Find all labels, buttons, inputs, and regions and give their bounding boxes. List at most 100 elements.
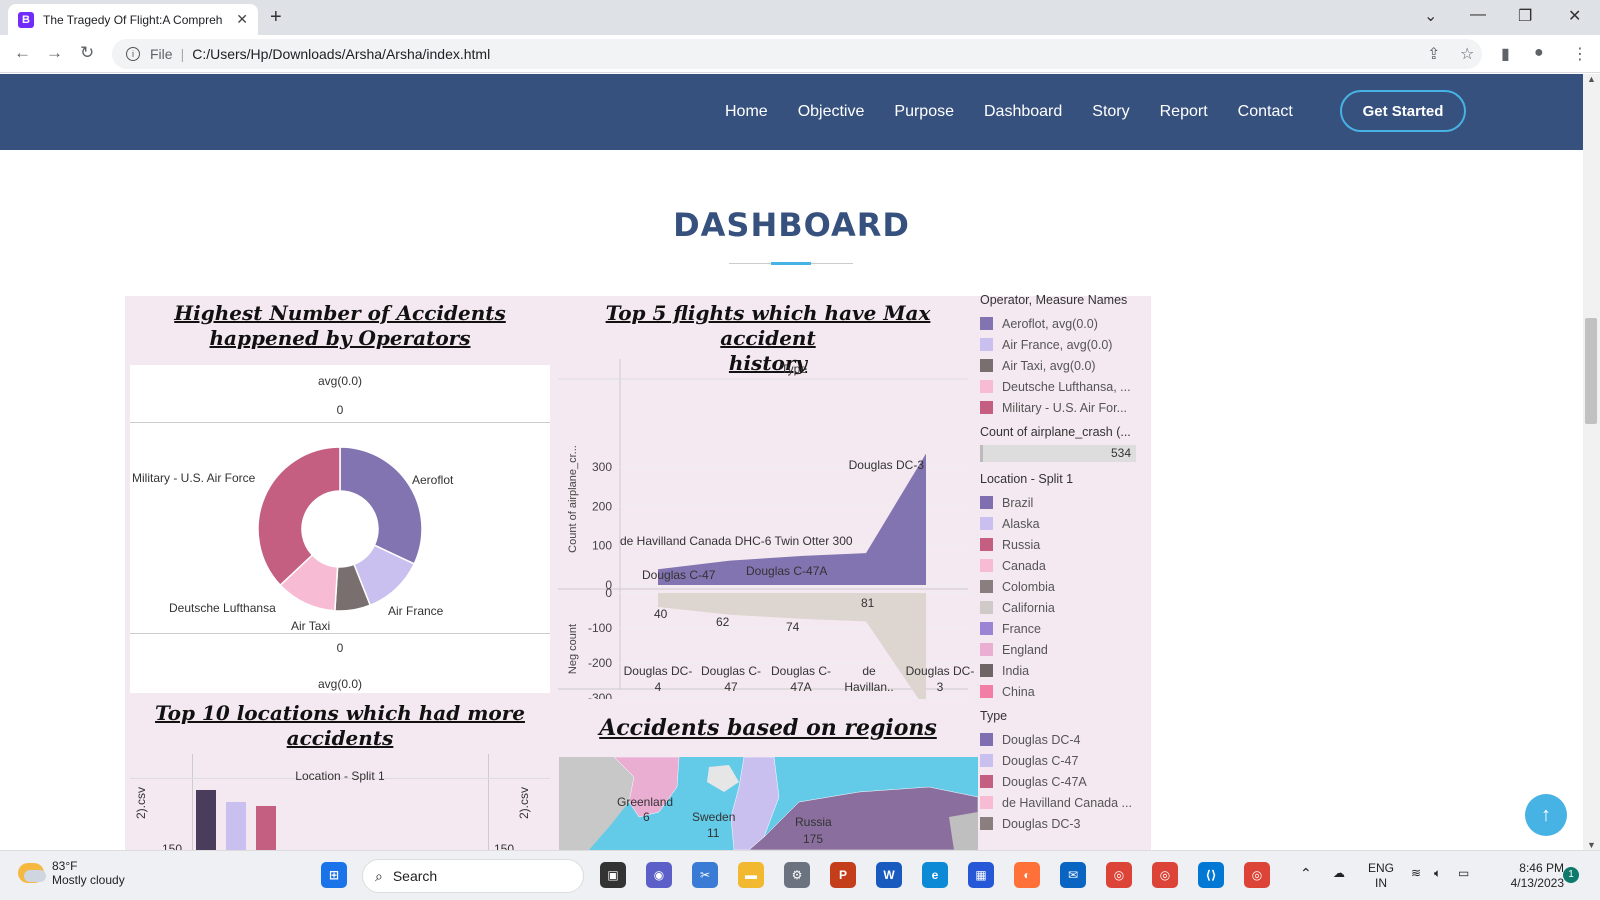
location-legend-item[interactable]: Brazil (980, 492, 1150, 513)
tray-overflow-chevron-icon[interactable]: ⌃ (1300, 865, 1312, 881)
nav-purpose[interactable]: Purpose (894, 103, 954, 120)
more-menu-icon[interactable]: ⋮ (1572, 46, 1588, 63)
close-window-icon[interactable]: ✕ (1568, 8, 1582, 25)
wifi-icon[interactable]: ≋ (1411, 866, 1422, 880)
location-legend-item[interactable]: England (980, 639, 1150, 660)
flights-header: Type (781, 362, 807, 376)
operator-legend-item[interactable]: Military - U.S. Air For... (980, 397, 1150, 418)
chrome-profile-icon[interactable]: ◎ (1152, 862, 1178, 888)
vscode-icon[interactable]: ⟨⟩ (1198, 862, 1224, 888)
type-legend-item[interactable]: Douglas DC-3 (980, 813, 1150, 834)
nav-dashboard[interactable]: Dashboard (983, 103, 1063, 120)
taskbar-search[interactable]: ⌕ Search (362, 859, 584, 893)
volume-icon[interactable]: 🔈︎ (1434, 866, 1442, 880)
flights-y-label-lower: Neg count (567, 624, 579, 674)
location-bar[interactable] (196, 790, 216, 850)
language-indicator[interactable]: ENG IN (1368, 861, 1394, 891)
location-legend-label: England (1002, 642, 1048, 657)
snipping-tool-icon[interactable]: ✂ (692, 862, 718, 888)
settings-gear-icon[interactable]: ⚙ (784, 862, 810, 888)
word-icon[interactable]: W (876, 862, 902, 888)
forward-arrow-icon[interactable]: → (46, 43, 63, 62)
location-bar[interactable] (256, 806, 276, 850)
location-bar[interactable] (226, 802, 246, 850)
powerpoint-icon[interactable]: P (830, 862, 856, 888)
scroll-down-icon[interactable]: ▼ (1587, 840, 1596, 850)
operator-legend: Aeroflot, avg(0.0) Air France, avg(0.0) Ai… (980, 313, 1150, 418)
nav-story[interactable]: Story (1092, 103, 1130, 120)
back-arrow-icon[interactable]: ← (14, 43, 31, 62)
location-legend-label: Brazil (1002, 495, 1034, 510)
location-legend-swatch (980, 664, 993, 677)
flights-value-label: 62 (716, 615, 730, 629)
share-icon[interactable]: ⇪ (1427, 46, 1441, 63)
nav-report[interactable]: Report (1159, 103, 1208, 120)
pie-slice[interactable] (257, 446, 341, 587)
address-bar[interactable]: i File | C:/Users/Hp/Downloads/Arsha/Ars… (112, 39, 1482, 69)
tab-search-chevron-icon[interactable]: ⌄ (1424, 8, 1438, 25)
reload-icon[interactable]: ↻ (80, 43, 95, 62)
location-legend-label: Alaska (1002, 516, 1040, 531)
operator-legend-item[interactable]: Air France, avg(0.0) (980, 334, 1150, 355)
location-legend-item[interactable]: China (980, 681, 1150, 702)
type-legend-item[interactable]: de Havilland Canada ... (980, 792, 1150, 813)
location-legend-item[interactable]: Russia (980, 534, 1150, 555)
location-legend-swatch (980, 517, 993, 530)
restore-icon[interactable]: ❐ (1518, 8, 1533, 25)
side-panel-icon[interactable]: ▮ (1501, 46, 1510, 63)
close-tab-icon[interactable]: ✕ (236, 11, 248, 27)
task-view-icon[interactable]: ▣ (600, 862, 626, 888)
nav-home[interactable]: Home (725, 103, 768, 120)
location-legend-item[interactable]: California (980, 597, 1150, 618)
edge-browser-icon[interactable]: e (922, 862, 948, 888)
nav-objective[interactable]: Objective (797, 103, 865, 120)
teams-chat-icon[interactable]: ◉ (646, 862, 672, 888)
browser-tab-strip: B The Tragedy Of Flight:A Compreh ✕ + ⌄ … (0, 0, 1600, 35)
tray-network-app-icon[interactable]: ☁ (1333, 866, 1345, 880)
operators-donut-chart[interactable] (250, 439, 430, 619)
pie-sheet-title: Highest Number of Accidents happened by … (130, 301, 550, 351)
back-to-top-button[interactable]: ↑ (1525, 794, 1567, 836)
location-legend-item[interactable]: Alaska (980, 513, 1150, 534)
operator-legend-item[interactable]: Aeroflot, avg(0.0) (980, 313, 1150, 334)
flights-area-lower[interactable] (658, 593, 926, 699)
minimize-icon[interactable]: — (1470, 6, 1486, 23)
operator-legend-swatch (980, 401, 993, 414)
browser-tab[interactable]: B The Tragedy Of Flight:A Compreh ✕ (8, 4, 258, 35)
clock[interactable]: 8:46 PM 4/13/2023 (1492, 861, 1564, 891)
operator-legend-item[interactable]: Deutsche Lufthansa, ... (980, 376, 1150, 397)
battery-icon[interactable]: ▭ (1458, 866, 1470, 880)
scrollbar-thumb[interactable] (1585, 318, 1597, 424)
flights-area-upper[interactable] (658, 453, 926, 585)
regions-map[interactable] (559, 757, 978, 850)
page-scrollbar[interactable]: ▲ ▼ (1583, 74, 1600, 850)
windows-start-icon[interactable]: ⊞ (321, 862, 347, 888)
notification-badge[interactable]: 1 (1563, 867, 1579, 883)
chrome-icon[interactable]: ◎ (1106, 862, 1132, 888)
type-legend-item[interactable]: Douglas C-47 (980, 750, 1150, 771)
location-legend-item[interactable]: Canada (980, 555, 1150, 576)
location-legend-item[interactable]: France (980, 618, 1150, 639)
location-legend-item[interactable]: India (980, 660, 1150, 681)
location-legend-item[interactable]: Colombia (980, 576, 1150, 597)
flights-area-chart[interactable]: Type 300 200 100 00 -100 -200 -300 Count of airp… (558, 359, 978, 699)
weather-widget[interactable]: 83°F Mostly cloudy (18, 859, 125, 887)
get-started-button[interactable]: Get Started (1340, 90, 1466, 132)
info-icon[interactable]: i (126, 47, 140, 61)
flights-value-label: 334 (914, 697, 934, 699)
profile-avatar-icon[interactable]: ● (1534, 44, 1544, 61)
mail-icon[interactable]: ✉ (1060, 862, 1086, 888)
type-legend: Douglas DC-4 Douglas C-47 Douglas C-47A de … (980, 729, 1150, 834)
file-explorer-icon[interactable]: ▬ (738, 862, 764, 888)
operator-legend-item[interactable]: Air Taxi, avg(0.0) (980, 355, 1150, 376)
firefox-icon[interactable]: ◐ (1014, 862, 1040, 888)
bookmark-star-icon[interactable]: ☆ (1460, 46, 1475, 63)
chrome-active-icon[interactable]: ◎ (1244, 862, 1270, 888)
microsoft-store-icon[interactable]: ▦ (968, 862, 994, 888)
scroll-up-icon[interactable]: ▲ (1587, 74, 1596, 84)
type-legend-item[interactable]: Douglas DC-4 (980, 729, 1150, 750)
new-tab-icon[interactable]: + (270, 6, 282, 28)
type-legend-item[interactable]: Douglas C-47A (980, 771, 1150, 792)
nav-contact[interactable]: Contact (1237, 103, 1293, 120)
pie-slice[interactable] (339, 446, 423, 565)
